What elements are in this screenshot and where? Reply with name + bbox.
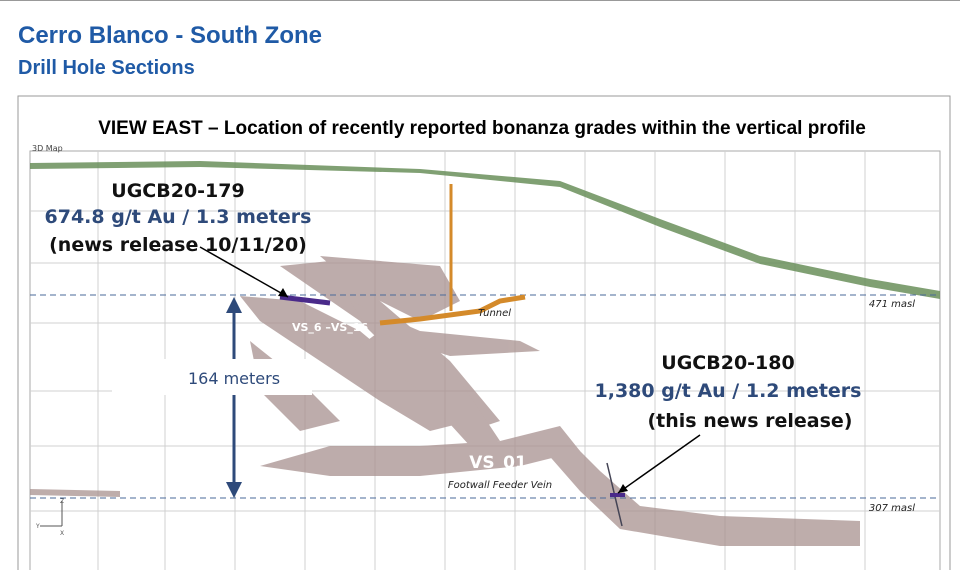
- hole-grade: 674.8 g/t Au / 1.3 meters: [45, 206, 312, 228]
- axis-label: Z: [60, 498, 64, 505]
- vein-desc: Footwall Feeder Vein: [448, 480, 552, 491]
- hole-grade: 1,380 g/t Au / 1.2 meters: [595, 380, 862, 402]
- hole-note: (news release 10/11/20): [49, 234, 307, 256]
- tunnel: [379, 294, 526, 326]
- level-label: 471 masl: [869, 299, 915, 310]
- intercept-179: [279, 294, 331, 306]
- arrow: [617, 434, 701, 494]
- arrow: [199, 246, 289, 298]
- axis-label: X: [60, 530, 64, 537]
- axis-gizmo: [40, 501, 63, 527]
- map-label: 3D Map: [32, 144, 63, 153]
- tunnel-label: Tunnel: [478, 308, 511, 319]
- arrow-head: [618, 484, 628, 493]
- arrow-head: [278, 288, 288, 297]
- hole-name: UGCB20-180: [661, 352, 794, 374]
- hole-name: UGCB20-179: [111, 180, 244, 202]
- label-bg: [112, 359, 312, 395]
- height-label: 164 meters: [188, 369, 280, 388]
- veins: [30, 256, 860, 546]
- vein-label: VS_01: [469, 453, 527, 473]
- hole-note: (this news release): [648, 410, 853, 432]
- panel-title: VIEW EAST – Location of recently reporte…: [98, 118, 866, 139]
- subtitle: Drill Hole Sections: [18, 57, 195, 79]
- title: Cerro Blanco - South Zone: [18, 22, 322, 49]
- level-label: 307 masl: [869, 503, 915, 514]
- vein-label: VS_6 –VS_16: [292, 321, 369, 334]
- axis-label: Y: [35, 523, 40, 530]
